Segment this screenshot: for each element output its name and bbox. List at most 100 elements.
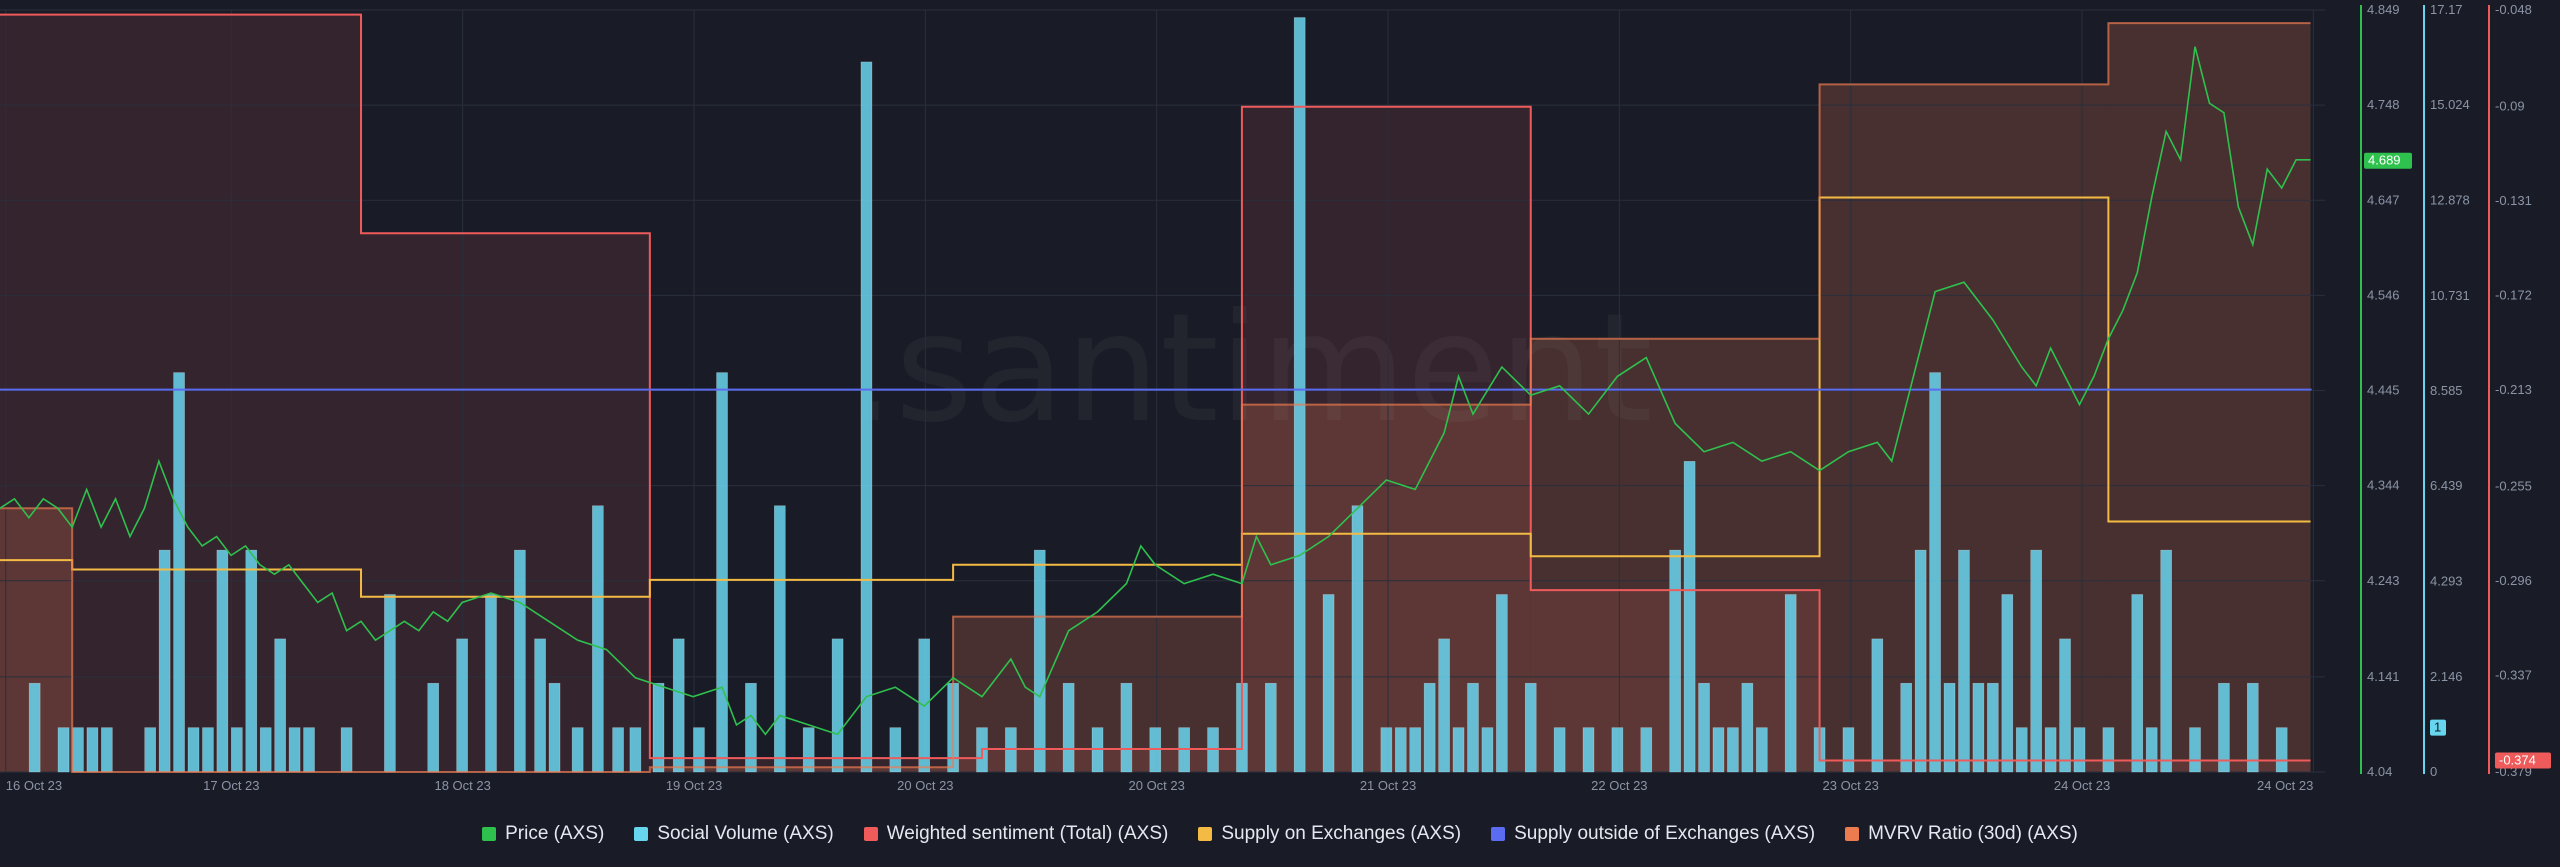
social-volume-bar — [1438, 638, 1450, 773]
x-tick-label: 24 Oct 23 — [2257, 778, 2313, 793]
price-axis-tick: 4.141 — [2367, 669, 2400, 684]
legend-item-supply-outside-exchanges[interactable]: Supply outside of Exchanges (AXS) — [1491, 823, 1815, 845]
price-axis-tick: 4.647 — [2367, 192, 2400, 207]
sentiment-axis-tick: -0.337 — [2495, 667, 2532, 682]
social-volume-bar — [2246, 682, 2259, 773]
x-tick-label: 24 Oct 23 — [2054, 778, 2110, 793]
social-volume-bar — [745, 682, 757, 773]
social-volume-bar — [1351, 505, 1364, 773]
social-volume-bar — [1972, 682, 1985, 773]
social-axis-tick: 4.293 — [2430, 573, 2463, 588]
legend-item-supply-on-exchanges[interactable]: Supply on Exchanges (AXS) — [1198, 823, 1461, 845]
social-volume-bar — [1669, 549, 1681, 773]
legend-label-supply-outside-exchanges: Supply outside of Exchanges (AXS) — [1514, 823, 1816, 844]
social-volume-bar — [1062, 682, 1075, 773]
social-volume-bar — [340, 727, 353, 773]
social-volume-bar — [245, 549, 258, 773]
legend-item-mvrv-ratio[interactable]: MVRV Ratio (30d) (AXS) — [1845, 823, 2078, 845]
social-volume-bar — [1582, 727, 1595, 773]
social-volume-bar — [144, 727, 156, 773]
price-axis-tick: 4.04 — [2367, 764, 2392, 779]
sentiment-axis-tick: -0.131 — [2495, 193, 2532, 208]
social-volume-bar — [101, 727, 113, 773]
social-volume-bar — [2044, 727, 2057, 773]
weighted-sentiment-line — [0, 13, 2311, 762]
social-volume-bar — [716, 372, 728, 773]
sentiment-axis-tick: -0.048 — [2495, 2, 2532, 17]
social-volume-bar — [612, 727, 624, 773]
legend-label-social-volume: Social Volume (AXS) — [657, 823, 834, 844]
social-volume-bar — [1727, 727, 1739, 773]
social-axis-tick: 12.878 — [2430, 192, 2470, 207]
x-axis: 16 Oct 23 17 Oct 23 18 Oct 23 19 Oct 23 20 O… — [6, 778, 2314, 793]
social-volume-bar — [2275, 727, 2288, 773]
x-tick-label: 18 Oct 23 — [434, 778, 490, 793]
social-volume-bar — [57, 727, 70, 773]
social-volume-bar — [1322, 594, 1335, 773]
social-volume-bar — [1611, 727, 1624, 773]
sentiment-band — [1241, 106, 1531, 772]
social-volume-bar — [629, 727, 642, 773]
social-volume-bar — [1987, 682, 1999, 773]
series-lines — [0, 13, 2312, 773]
social-volume-bar — [831, 638, 844, 773]
social-axis-tick: 6.439 — [2430, 478, 2463, 493]
legend-swatch-mvrv-ratio — [1845, 827, 1860, 841]
x-tick-label: 20 Oct 23 — [1129, 778, 1185, 793]
price-axis-tick: 4.445 — [2367, 383, 2400, 398]
social-volume-bar — [1958, 549, 1970, 773]
social-axis-tick: 2.146 — [2430, 669, 2463, 684]
price-current-badge — [2364, 152, 2412, 169]
social-current-badge — [2430, 719, 2446, 736]
sentiment-axis-tick: -0.255 — [2495, 479, 2532, 494]
social-volume-bar — [1496, 594, 1508, 773]
legend-item-weighted-sentiment[interactable]: Weighted sentiment (Total) (AXS) — [863, 823, 1168, 845]
social-volume-bar — [592, 505, 604, 773]
price-axis-tick: 4.344 — [2367, 478, 2400, 493]
social-volume-bar — [485, 594, 497, 773]
social-volume-bar — [802, 727, 815, 773]
social-volume-bar — [534, 638, 546, 773]
legend-item-social-volume[interactable]: Social Volume (AXS) — [634, 823, 834, 845]
social-volume-bar — [1683, 461, 1696, 773]
social-volume-bar — [2059, 638, 2071, 773]
mvrv-band — [649, 767, 954, 772]
social-volume-bar — [1756, 727, 1768, 773]
mvrv-ratio-line — [0, 22, 2311, 773]
social-volume-bar — [2145, 727, 2158, 773]
social-volume-bar — [28, 682, 41, 773]
social-volume-bar — [1712, 727, 1725, 773]
legend-label-mvrv-ratio: MVRV Ratio (30d) (AXS) — [1868, 823, 2078, 844]
social-axis-tick: 15.024 — [2430, 97, 2470, 112]
social-volume-bar — [2015, 727, 2028, 773]
social-volume-bar — [1640, 727, 1653, 773]
social-volume-bar — [2102, 727, 2115, 773]
social-volume-bar — [274, 638, 286, 773]
social-volume-bar — [456, 638, 468, 773]
legend-swatch-social-volume — [634, 827, 649, 841]
sentiment-current-badge — [2495, 752, 2551, 769]
sentiment-axis-tick: -0.09 — [2495, 99, 2525, 114]
social-volume-bar — [1943, 682, 1956, 773]
social-volume-bar — [1481, 727, 1494, 773]
social-volume-bar — [86, 727, 99, 773]
legend-item-price[interactable]: Price (AXS) — [482, 823, 604, 845]
legend-swatch-supply-outside-exchanges — [1491, 827, 1506, 841]
mvrv-band — [1241, 404, 1531, 772]
sentiment-current-value: -0.374 — [2499, 752, 2536, 767]
social-volume-bar — [1784, 594, 1797, 773]
social-volume-bar — [216, 549, 229, 773]
x-tick-label: 22 Oct 23 — [1591, 778, 1647, 793]
x-tick-label: 17 Oct 23 — [203, 778, 259, 793]
social-volume-bar — [2160, 549, 2172, 773]
legend-label-supply-on-exchanges: Supply on Exchanges (AXS) — [1221, 823, 1462, 844]
social-volume-bar — [2030, 549, 2042, 773]
social-volume-bar — [1120, 682, 1133, 773]
price-axis-tick: 4.849 — [2367, 2, 2400, 17]
social-volume-bar — [303, 727, 315, 773]
social-volume-bar — [548, 682, 561, 773]
social-volume-bar — [652, 682, 665, 773]
x-tick-label: 23 Oct 23 — [1823, 778, 1879, 793]
legend-label-price: Price (AXS) — [505, 823, 605, 844]
social-volume-bar — [2218, 682, 2230, 773]
